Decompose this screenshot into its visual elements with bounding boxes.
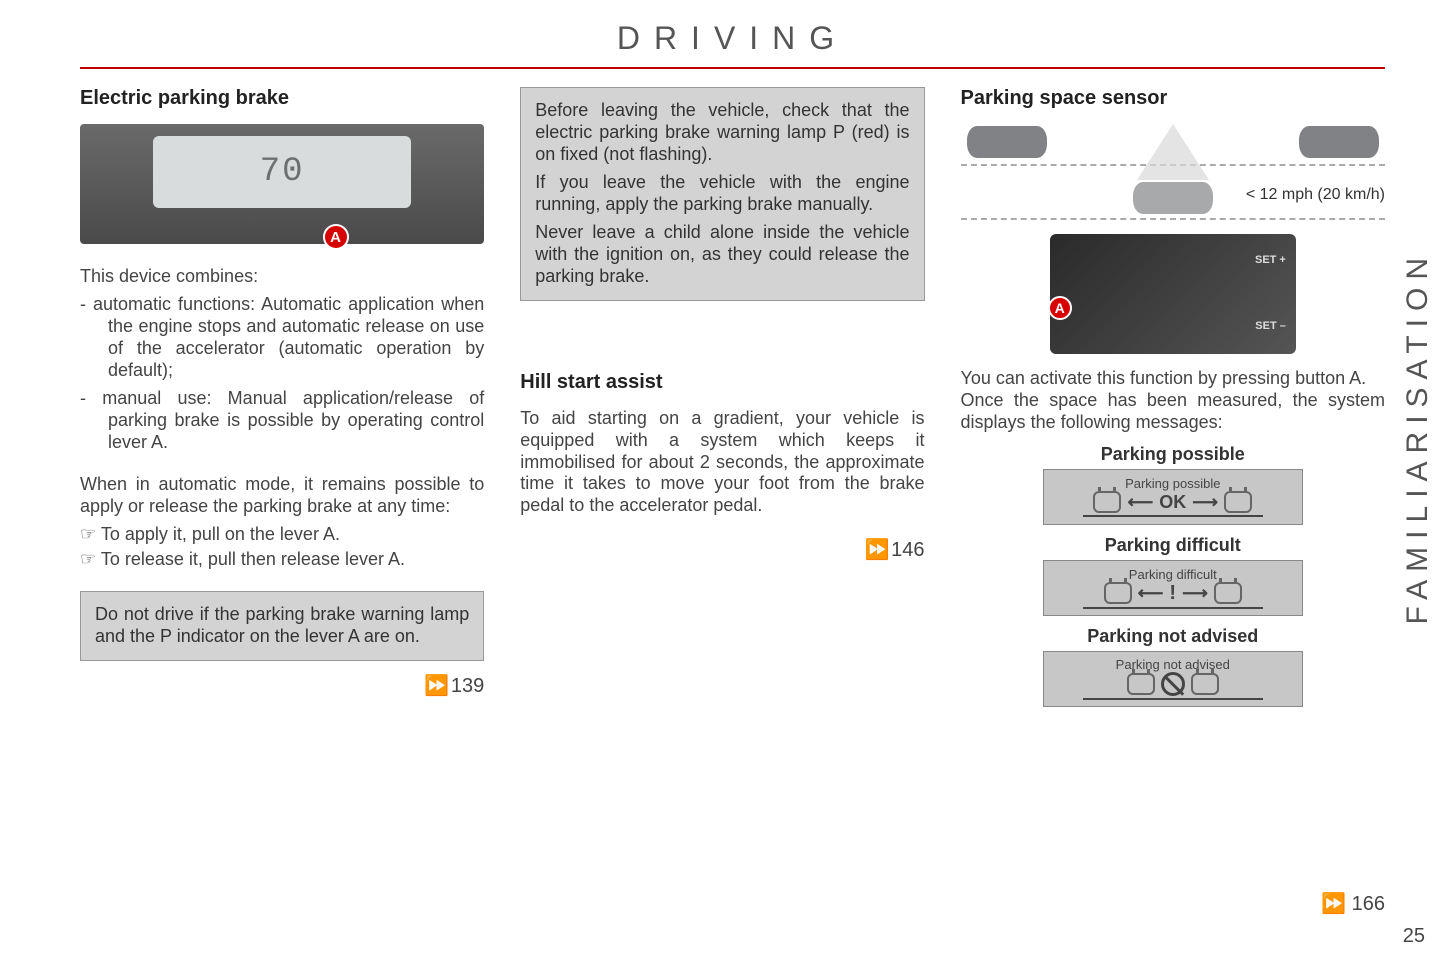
warning-text: Do not drive if the parking brake warnin… [95, 604, 469, 648]
page-ref-num: 146 [891, 539, 924, 561]
heading-hill: Hill start assist [520, 371, 924, 394]
park-box-row [1127, 672, 1219, 696]
tire-icon [1127, 673, 1155, 695]
parking-diagram: < 12 mph (20 km/h) [961, 124, 1385, 224]
park-box-label: Parking possible [1125, 476, 1220, 491]
arrow-left-icon: ⟵ [1138, 583, 1164, 604]
column-3: Parking space sensor < 12 mph (20 km/h) … [961, 87, 1385, 907]
heading-park-sensor: Parking space sensor [961, 87, 1385, 110]
park-possible-box: Parking possible ⟵ OK ⟶ [1043, 469, 1303, 525]
park-notadvised-title: Parking not advised [961, 626, 1385, 647]
arrow-right-icon: ⟶ [1182, 583, 1208, 604]
page-ref-num: 139 [451, 675, 484, 697]
park-box-row: ⟵ ! ⟶ [1104, 582, 1242, 605]
tire-icon [1191, 673, 1219, 695]
park-box-row: ⟵ OK ⟶ [1093, 491, 1252, 513]
underline-icon [1083, 607, 1263, 609]
manual-page: DRIVING Electric parking brake 70 A This… [0, 0, 1445, 964]
marker-a-icon: A [1048, 296, 1072, 320]
ok-label: OK [1159, 492, 1186, 513]
info-text: Before leaving the vehicle, check that t… [535, 100, 909, 166]
dash-screen: 70 [153, 136, 412, 208]
tire-icon [1214, 582, 1242, 604]
page-ref-146: ⏩ 146 [520, 537, 924, 562]
page-ref-139: ⏩ 139 [80, 673, 484, 698]
list-item: - manual use: Manual application/release… [80, 388, 484, 454]
hill-body: To aid starting on a gradient, your vehi… [520, 408, 924, 518]
page-ref-166: ⏩ 166 [1321, 891, 1385, 916]
park-difficult-box: Parking difficult ⟵ ! ⟶ [1043, 560, 1303, 616]
tire-icon [1093, 491, 1121, 513]
column-1: Electric parking brake 70 A This device … [80, 87, 484, 907]
warning-box-epb: Do not drive if the parking brake warnin… [80, 591, 484, 661]
page-title: DRIVING [80, 20, 1385, 57]
arrow-right-icon: ⟶ [1192, 492, 1218, 513]
dashboard-figure: 70 A [80, 124, 484, 244]
park-body-1: You can activate this function by pressi… [961, 368, 1385, 390]
chevron-icon: ⏩ [424, 675, 445, 697]
info-box-leave-vehicle: Before leaving the vehicle, check that t… [520, 87, 924, 301]
info-text: Never leave a child alone inside the veh… [535, 222, 909, 288]
list-item: ☞ To release it, pull then release lever… [80, 549, 484, 571]
park-possible-title: Parking possible [961, 444, 1385, 465]
underline-icon [1083, 698, 1263, 700]
chevron-icon: ⏩ [865, 539, 886, 561]
tire-icon [1104, 582, 1132, 604]
exclamation-icon: ! [1169, 582, 1176, 605]
epb-point-list: ☞ To apply it, pull on the lever A. ☞ To… [80, 524, 484, 572]
park-difficult-title: Parking difficult [961, 535, 1385, 556]
underline-icon [1083, 515, 1263, 517]
speed-note: < 12 mph (20 km/h) [1246, 186, 1385, 204]
arrow-left-icon: ⟵ [1127, 492, 1153, 513]
tire-icon [1224, 491, 1252, 513]
parked-car-icon [967, 126, 1047, 158]
parked-car-icon [1299, 126, 1379, 158]
list-item: ☞ To apply it, pull on the lever A. [80, 524, 484, 546]
page-number: 25 [1403, 925, 1425, 948]
heading-epb: Electric parking brake [80, 87, 484, 110]
chevron-icon: ⏩ [1321, 893, 1346, 915]
divider [80, 67, 1385, 69]
list-item: - automatic functions: Automatic applica… [80, 294, 484, 382]
epb-intro: This device combines: [80, 266, 484, 288]
info-text: If you leave the vehicle with the engine… [535, 172, 909, 216]
park-body-2: Once the space has been measured, the sy… [961, 390, 1385, 434]
set-plus-label: SET + [1255, 254, 1286, 266]
park-notadvised-box: Parking not advised [1043, 651, 1303, 707]
set-minus-label: SET – [1255, 320, 1286, 332]
three-columns: Electric parking brake 70 A This device … [80, 87, 1385, 907]
moving-car-icon [1133, 182, 1213, 214]
sensor-beam-icon [1137, 124, 1209, 180]
page-ref-num: 166 [1352, 893, 1385, 915]
prohibited-icon [1161, 672, 1185, 696]
steering-button-figure: A SET + SET – [1050, 234, 1296, 354]
park-box-label: Parking difficult [1129, 567, 1217, 582]
side-tab-label: FAMILIARISATION [1401, 250, 1435, 625]
marker-a-icon: A [323, 224, 349, 250]
column-2: Before leaving the vehicle, check that t… [520, 87, 924, 907]
epb-bullet-list: - automatic functions: Automatic applica… [80, 294, 484, 454]
lane-line-icon [961, 218, 1385, 220]
epb-auto-text: When in automatic mode, it remains possi… [80, 474, 484, 518]
